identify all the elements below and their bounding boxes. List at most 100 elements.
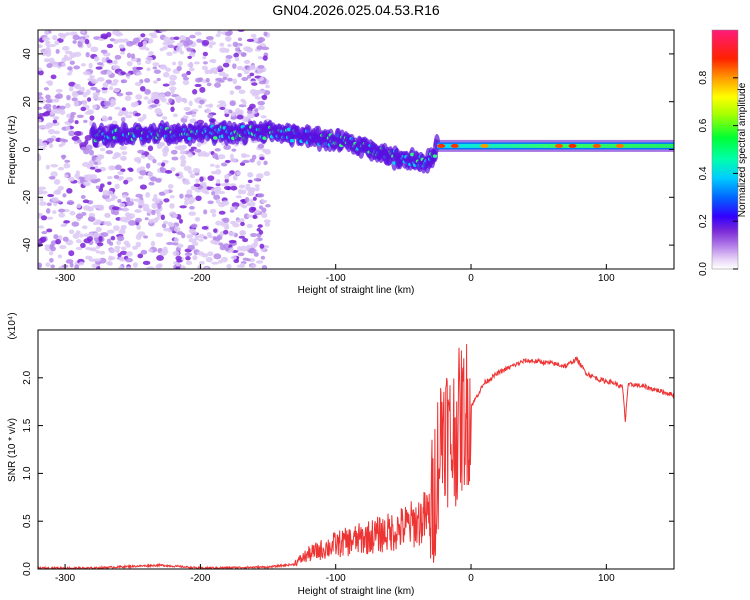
noise-speck bbox=[97, 77, 105, 82]
noise-speck bbox=[42, 36, 50, 42]
noise-speck bbox=[96, 62, 104, 66]
noise-speck bbox=[162, 220, 169, 225]
noise-speck bbox=[125, 91, 133, 96]
noise-speck bbox=[199, 99, 205, 105]
noise-speck bbox=[251, 154, 257, 160]
carrier-peak bbox=[480, 143, 489, 148]
noise-speck bbox=[227, 30, 233, 36]
noise-speck bbox=[176, 42, 184, 48]
noise-speck bbox=[257, 224, 263, 228]
noise-speck bbox=[207, 175, 215, 181]
colorbar-ticks: 0.0 0.2 0.4 0.6 0.8 bbox=[698, 70, 738, 276]
noise-speck bbox=[195, 77, 202, 83]
noise-speck bbox=[140, 249, 148, 255]
noise-speck bbox=[145, 162, 151, 169]
noise-speck bbox=[69, 262, 74, 268]
noise-speck bbox=[170, 88, 175, 95]
noise-speck bbox=[187, 170, 193, 174]
noise-speck bbox=[155, 232, 164, 238]
noise-speck bbox=[240, 98, 246, 103]
noise-speck bbox=[183, 165, 192, 172]
colorbar-tick-label: 0.6 bbox=[698, 118, 709, 132]
noise-speck bbox=[159, 47, 165, 52]
noise-speck bbox=[226, 264, 232, 269]
noise-speck bbox=[39, 236, 47, 243]
noise-speck bbox=[137, 149, 145, 154]
noise-speck bbox=[81, 161, 90, 168]
noise-speck bbox=[234, 56, 240, 62]
noise-speck bbox=[185, 39, 194, 46]
noise-speck bbox=[255, 260, 264, 264]
noise-speck bbox=[116, 235, 125, 242]
noise-speck bbox=[232, 78, 238, 85]
noise-speck bbox=[140, 33, 146, 38]
noise-speck bbox=[153, 69, 161, 74]
noise-speck bbox=[261, 46, 270, 51]
noise-speck bbox=[125, 243, 131, 248]
noise-speck bbox=[170, 106, 175, 112]
noise-speck bbox=[68, 118, 74, 124]
noise-speck bbox=[116, 92, 124, 97]
noise-speck bbox=[241, 204, 248, 209]
noise-speck bbox=[232, 174, 238, 181]
snr-x-tick-label: -300 bbox=[55, 573, 75, 584]
noise-speck bbox=[55, 48, 60, 54]
noise-speck bbox=[189, 205, 195, 210]
noise-speck bbox=[224, 247, 230, 252]
noise-speck bbox=[167, 183, 174, 189]
noise-speck bbox=[103, 101, 111, 107]
noise-speck bbox=[187, 62, 194, 68]
noise-speck bbox=[216, 104, 223, 108]
noise-speck bbox=[261, 212, 268, 219]
noise-speck bbox=[118, 176, 125, 180]
snr-y-tick-label: 0.0 bbox=[22, 562, 33, 576]
noise-speck bbox=[156, 144, 162, 150]
snr-x-tick-label: -200 bbox=[190, 573, 210, 584]
noise-speck bbox=[81, 99, 87, 106]
noise-speck bbox=[41, 230, 48, 235]
noise-speck bbox=[89, 174, 98, 180]
noise-speck bbox=[186, 234, 194, 239]
noise-speck bbox=[94, 168, 102, 173]
noise-speck bbox=[145, 60, 152, 65]
noise-speck bbox=[106, 190, 114, 196]
noise-speck bbox=[172, 242, 179, 246]
noise-speck bbox=[80, 106, 87, 112]
noise-speck bbox=[138, 205, 143, 209]
noise-speck bbox=[239, 262, 246, 268]
noise-speck bbox=[120, 51, 126, 55]
noise-speck bbox=[45, 94, 51, 100]
noise-speck bbox=[261, 265, 268, 269]
noise-speck bbox=[46, 202, 52, 207]
noise-speck bbox=[134, 209, 140, 213]
noise-speck bbox=[167, 44, 176, 49]
noise-speck bbox=[107, 175, 113, 180]
noise-speck bbox=[117, 252, 122, 258]
noise-speck bbox=[135, 217, 142, 223]
noise-speck bbox=[246, 214, 254, 218]
noise-speck bbox=[256, 160, 262, 166]
noise-speck bbox=[181, 73, 188, 78]
noise-speck bbox=[237, 252, 245, 257]
snr-marks bbox=[38, 344, 674, 569]
noise-speck bbox=[238, 89, 246, 95]
noise-speck bbox=[207, 113, 214, 119]
noise-speck bbox=[74, 120, 79, 125]
noise-speck bbox=[87, 216, 95, 222]
noise-speck bbox=[38, 154, 41, 161]
noise-speck bbox=[230, 255, 237, 260]
noise-speck bbox=[153, 80, 158, 84]
noise-speck bbox=[46, 63, 53, 69]
noise-speck bbox=[155, 209, 160, 214]
noise-speck bbox=[202, 56, 207, 60]
noise-speck bbox=[62, 139, 69, 143]
noise-speck bbox=[85, 255, 91, 260]
noise-speck bbox=[45, 99, 53, 103]
noise-speck bbox=[105, 198, 112, 203]
noise-speck bbox=[245, 183, 251, 188]
noise-speck bbox=[105, 150, 114, 155]
noise-speck bbox=[184, 252, 193, 257]
noise-speck bbox=[214, 82, 222, 88]
noise-speck bbox=[200, 150, 208, 157]
noise-speck bbox=[148, 32, 157, 37]
